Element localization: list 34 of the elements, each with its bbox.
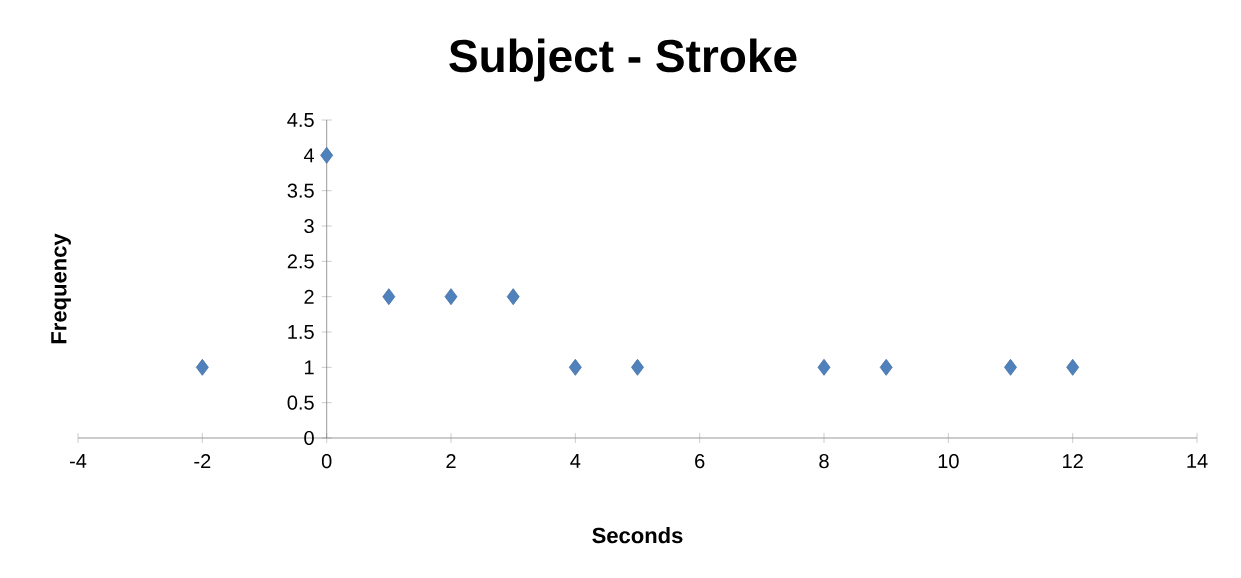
x-tick-label: 14 — [1187, 454, 1208, 468]
y-tick-label: 4.5 — [287, 113, 314, 127]
point — [568, 358, 582, 376]
x-tick-label: 0 — [321, 454, 332, 469]
y-tick-label: 2.5 — [287, 254, 314, 269]
point — [444, 288, 458, 306]
point — [817, 358, 831, 376]
x-tick-label: 6 — [695, 454, 705, 469]
y-tick-label: 2 — [304, 289, 314, 304]
point — [1066, 358, 1080, 376]
y-tick-label: 3 — [304, 218, 314, 234]
chart-title: Subject - Stroke — [449, 38, 797, 82]
x-axis-title: Seconds — [592, 527, 683, 544]
y-tick-label: 0 — [304, 430, 314, 446]
point — [320, 146, 334, 164]
x-tick-label: 4 — [570, 454, 581, 468]
y-tick-label: 1 — [305, 360, 314, 375]
x-tick-label: 8 — [819, 454, 829, 469]
y-tick-label: 1.5 — [288, 325, 314, 339]
x-tick-label: 12 — [1063, 454, 1083, 469]
x-tick-label: 2 — [446, 454, 456, 469]
y-tick-label: 0.5 — [287, 395, 314, 410]
x-tick-label: -2 — [194, 454, 211, 469]
y-tick-label: 4 — [303, 148, 315, 163]
y-tick-label: 3.5 — [287, 183, 314, 198]
point — [1004, 358, 1017, 376]
x-tick-label: 10 — [938, 454, 959, 469]
point — [195, 358, 209, 376]
point — [382, 288, 396, 306]
x-tick-label: -4 — [69, 454, 87, 468]
y-axis-title: Frequency — [51, 233, 71, 344]
point — [631, 358, 644, 376]
point — [506, 288, 520, 306]
point — [879, 358, 893, 376]
